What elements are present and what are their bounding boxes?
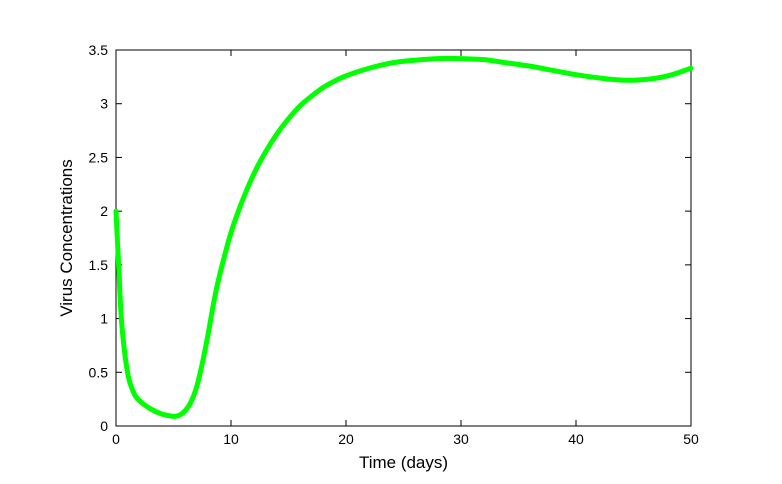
x-tick-label: 0 — [112, 431, 120, 447]
y-axis-label: Virus Concentrations — [57, 159, 76, 317]
y-tick-label: 2 — [100, 203, 108, 219]
x-tick-label: 40 — [568, 431, 584, 447]
x-tick-label: 30 — [453, 431, 469, 447]
plot-area — [115, 49, 692, 427]
tick-labels: 0 10 20 30 40 50 0 0.5 1 1.5 2 2.5 3 3.5 — [89, 42, 699, 447]
y-tick-label: 3.5 — [89, 42, 109, 58]
x-tick-label: 20 — [338, 431, 354, 447]
x-axis-label: Time (days) — [359, 453, 448, 472]
y-tick-label: 3 — [100, 96, 108, 112]
series-layer — [113, 55, 694, 419]
series-line — [113, 55, 694, 419]
y-tick-label: 2.5 — [89, 149, 109, 165]
x-tick-label: 50 — [683, 431, 699, 447]
axes-box — [115, 49, 692, 427]
y-tick-label: 1 — [100, 311, 108, 327]
y-tick-label: 1.5 — [89, 257, 109, 273]
x-tick-label: 10 — [223, 431, 239, 447]
y-tick-label: 0.5 — [89, 364, 109, 380]
y-tick-label: 0 — [100, 418, 108, 434]
